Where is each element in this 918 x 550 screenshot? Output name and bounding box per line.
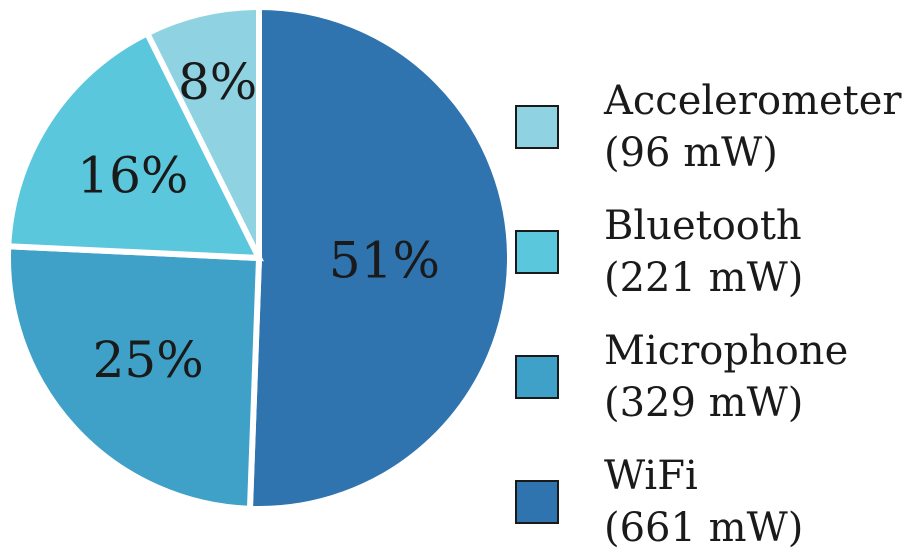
legend-label-accelerometer: Accelerometer (603, 78, 902, 124)
pie-slice-wifi (246, 3, 513, 512)
pie-slice-labels: 51% 25% 16% 8% (77, 53, 440, 389)
slice-label-microphone: 25% (93, 331, 204, 389)
legend-item-microphone: Microphone (329 mW) (515, 328, 848, 426)
slice-label-accelerometer: 8% (178, 53, 257, 111)
pie-slice-bluetooth (5, 29, 264, 262)
pie-slices (5, 3, 513, 512)
legend-label-wifi: WiFi (604, 453, 698, 499)
legend-value-bluetooth: (221 mW) (604, 255, 803, 301)
legend-label-microphone: Microphone (604, 328, 848, 374)
pie-slice-microphone (5, 243, 263, 512)
pie-slice-accelerometer (143, 3, 262, 260)
legend-swatch-bluetooth (515, 230, 559, 274)
legend-swatch-microphone (515, 355, 559, 399)
legend-swatch-accelerometer (515, 105, 559, 149)
legend-item-bluetooth: Bluetooth (221 mW) (515, 203, 803, 301)
legend-value-accelerometer: (96 mW) (604, 130, 778, 176)
legend-swatch-wifi (515, 480, 559, 524)
slice-label-wifi: 51% (329, 231, 440, 289)
legend-item-wifi: WiFi (661 mW) (515, 453, 803, 550)
legend-label-bluetooth: Bluetooth (604, 203, 802, 249)
legend-value-wifi: (661 mW) (604, 505, 803, 550)
legend-item-accelerometer: Accelerometer (96 mW) (515, 78, 902, 176)
slice-label-bluetooth: 16% (77, 147, 188, 205)
legend: Accelerometer (96 mW) Bluetooth (221 mW) Mic… (515, 78, 902, 550)
legend-value-microphone: (329 mW) (604, 380, 803, 426)
